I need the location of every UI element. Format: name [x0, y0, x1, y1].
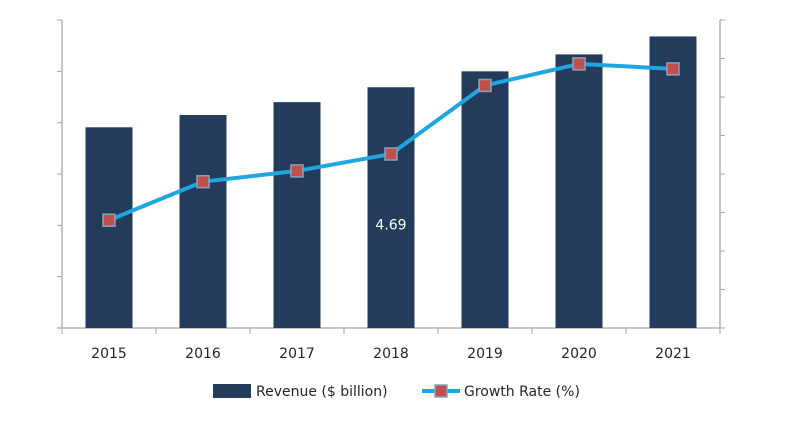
x-tick-label: 2018 — [373, 346, 409, 362]
growth-marker-2020 — [572, 57, 586, 71]
x-tick-label: 2021 — [655, 346, 691, 362]
x-tick-label: 2019 — [467, 346, 503, 362]
bar-2021 — [649, 36, 697, 328]
bar-2018 — [367, 87, 415, 328]
bar-2015 — [85, 127, 133, 328]
bar-2019 — [461, 71, 509, 328]
legend-swatch-revenue — [213, 384, 251, 398]
legend-marker-growth — [434, 384, 448, 398]
bar-2020 — [555, 54, 603, 328]
data-label: 4.69 — [375, 218, 406, 234]
x-tick-label: 2015 — [91, 346, 127, 362]
growth-marker-2017 — [290, 164, 304, 178]
growth-marker-2019 — [478, 78, 492, 93]
x-tick-label: 2017 — [279, 346, 315, 362]
bar-2017 — [273, 102, 321, 328]
x-tick-label: 2020 — [561, 346, 597, 362]
legend-label-growth: Growth Rate (%) — [464, 384, 580, 400]
growth-marker-2018 — [384, 147, 398, 161]
growth-marker-2021 — [666, 62, 680, 76]
x-tick-label: 2016 — [185, 346, 221, 362]
growth-marker-2016 — [196, 174, 210, 189]
legend-label-revenue: Revenue ($ billion) — [256, 384, 388, 400]
bar-2016 — [179, 114, 227, 328]
growth-marker-2015 — [102, 213, 116, 227]
